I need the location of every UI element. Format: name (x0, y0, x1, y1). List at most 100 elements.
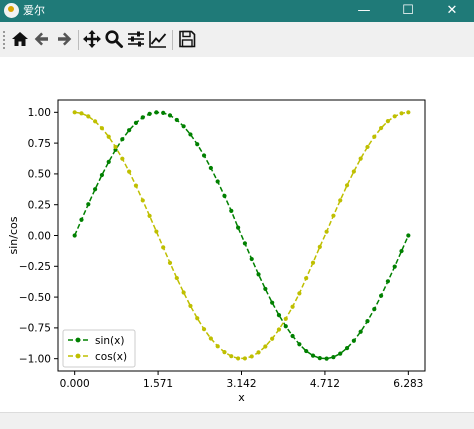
legend-marker-sin (75, 337, 81, 343)
status-bar (0, 412, 474, 429)
y-tick-label: −0.50 (19, 292, 51, 304)
save-button[interactable] (177, 29, 197, 49)
data-point (283, 324, 288, 329)
data-point (127, 169, 132, 174)
y-tick-label: 0.25 (28, 200, 51, 212)
data-point (351, 338, 356, 343)
data-point (161, 245, 166, 250)
data-point (188, 132, 193, 137)
data-point (324, 356, 329, 361)
data-point (242, 356, 248, 361)
data-point (167, 260, 173, 265)
toolbar-separator (172, 30, 173, 50)
pan-button[interactable] (82, 29, 102, 49)
data-point (72, 233, 77, 238)
navigation-toolbar (0, 22, 474, 58)
forward-arrow-icon (58, 32, 72, 46)
configure-subplots-button[interactable] (126, 29, 146, 49)
zoom-button[interactable] (104, 29, 124, 49)
data-point (270, 336, 275, 341)
toolbar-separator (78, 30, 79, 50)
data-point (93, 187, 98, 192)
data-point (297, 342, 302, 347)
edit-axes-button[interactable] (148, 29, 168, 49)
data-point (365, 319, 370, 324)
legend-marker-cos (75, 353, 81, 359)
data-point (344, 345, 350, 351)
data-point (406, 233, 411, 238)
legend-label-sin: sin(x) (95, 335, 124, 347)
data-point (93, 119, 98, 124)
data-point (167, 113, 173, 118)
x-tick-label: 3.142 (226, 378, 256, 390)
data-point (229, 208, 234, 213)
data-point (229, 354, 234, 359)
data-point (290, 304, 295, 309)
data-point (154, 229, 159, 234)
figure-canvas[interactable]: 0.000 1.571 3.142 4.712 6.283 1.00 0.75 0.50 0.2… (0, 57, 474, 412)
data-point (290, 333, 295, 339)
data-point (106, 134, 111, 139)
title-bar: 爱尔 — ☐ ✕ (0, 0, 474, 22)
data-point (372, 307, 377, 312)
x-tick-label: 1.571 (143, 378, 173, 390)
legend: sin(x) cos(x) (62, 329, 136, 368)
forward-button[interactable] (54, 29, 74, 49)
back-arrow-icon (34, 32, 48, 46)
legend-frame (62, 329, 136, 368)
data-point (358, 156, 363, 161)
y-tick-label: −0.25 (19, 261, 51, 273)
y-tick-label: 0.75 (28, 138, 51, 150)
data-point (120, 137, 125, 142)
home-button[interactable] (10, 29, 30, 49)
data-point (351, 169, 356, 174)
data-point (113, 144, 118, 150)
close-button[interactable]: ✕ (446, 3, 458, 18)
data-point (310, 353, 316, 358)
y-axis-label: sin/cos (7, 216, 20, 254)
data-point (263, 286, 268, 292)
axis-ticks: 0.000 1.571 3.142 4.712 6.283 1.00 0.75 0.50 0.2… (19, 107, 424, 390)
data-point (344, 183, 350, 188)
data-point (154, 110, 159, 115)
data-point (242, 241, 248, 246)
data-point (133, 183, 139, 188)
data-point (317, 356, 322, 361)
back-button[interactable] (32, 29, 52, 49)
data-point (140, 115, 145, 120)
data-point (256, 350, 261, 355)
data-point (99, 126, 105, 131)
data-point (174, 275, 179, 281)
x-tick-label: 0.000 (60, 378, 90, 390)
zoom-icon (105, 30, 123, 48)
data-point (188, 303, 193, 309)
data-point (399, 111, 404, 116)
y-tick-label: 0.50 (28, 169, 51, 181)
data-point (222, 193, 227, 199)
window-title: 爱尔 (23, 4, 45, 17)
toolbar-grip[interactable] (3, 31, 7, 49)
plot-series (72, 110, 411, 361)
data-point (195, 142, 200, 147)
minimize-button[interactable]: — (357, 3, 371, 18)
data-point (140, 198, 145, 203)
data-point (392, 114, 397, 119)
subplots-config-icon (128, 31, 144, 47)
data-point (208, 336, 213, 341)
data-point (385, 119, 391, 124)
data-point (379, 125, 384, 131)
data-point (161, 110, 166, 115)
maximize-button[interactable]: ☐ (402, 3, 414, 18)
data-point (120, 156, 125, 161)
series-line-1 (74, 111, 409, 360)
data-point (195, 316, 200, 321)
data-point (236, 356, 241, 361)
y-tick-label: 0.00 (28, 230, 51, 242)
data-point (338, 198, 343, 203)
data-point (249, 354, 254, 359)
data-point (181, 290, 186, 295)
data-point (270, 300, 275, 305)
legend-label-cos: cos(x) (95, 351, 127, 363)
data-point (201, 327, 207, 332)
data-point (365, 144, 370, 150)
